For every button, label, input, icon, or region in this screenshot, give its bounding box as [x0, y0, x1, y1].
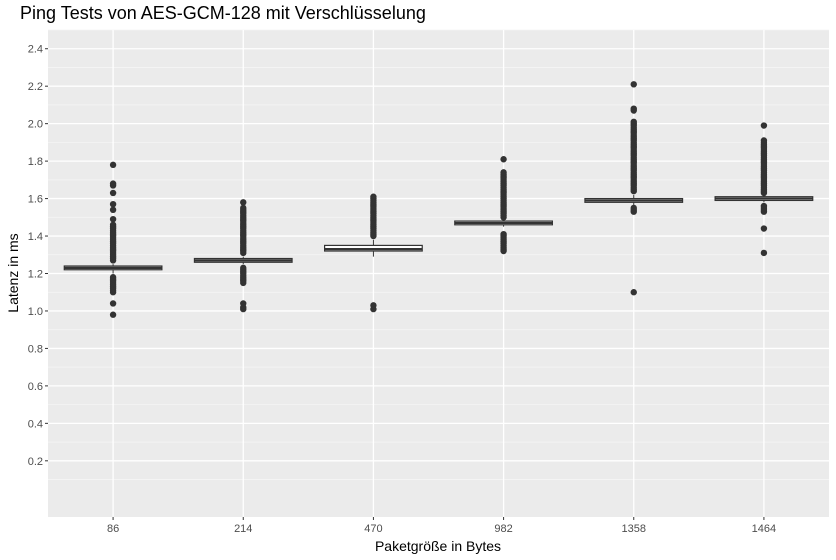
outlier-point: [370, 193, 377, 200]
y-tick-label: 2.2: [28, 81, 43, 93]
outlier-point: [240, 300, 247, 307]
outlier-point: [630, 289, 637, 296]
outlier-point: [240, 264, 247, 272]
y-tick-label: 1.4: [28, 231, 43, 243]
outlier-point: [500, 230, 507, 238]
outlier-point: [500, 169, 507, 176]
x-tick-label: 982: [494, 523, 512, 535]
y-tick-label: 1.2: [28, 269, 43, 281]
y-tick-label: 0.6: [28, 381, 43, 393]
outlier-point: [109, 161, 117, 169]
box-86: [63, 161, 163, 318]
y-tick-label: 2.4: [28, 44, 43, 56]
y-tick-label: 0.2: [28, 456, 43, 468]
y-tick-label: 1.8: [28, 156, 43, 168]
y-axis-title: Latenz in ms: [5, 233, 21, 312]
outlier-point: [109, 221, 117, 228]
outlier-point: [109, 189, 117, 197]
outlier-point: [240, 199, 247, 206]
x-tick-label: 86: [107, 523, 119, 535]
outlier-point: [760, 122, 768, 129]
x-axis-title: Paketgröße in Bytes: [375, 538, 501, 554]
outlier-point: [760, 225, 768, 232]
outlier-point: [630, 81, 637, 88]
outlier-point: [630, 105, 637, 112]
outlier-point: [109, 311, 117, 318]
box-470: [324, 193, 423, 313]
outlier-point: [370, 302, 377, 309]
y-tick-label: 0.4: [28, 418, 43, 430]
box-982: [454, 156, 553, 255]
y-tick-label: 1.6: [28, 194, 43, 206]
outlier-point: [109, 206, 117, 214]
box-1358: [584, 81, 684, 296]
y-tick-label: 0.8: [28, 343, 43, 355]
outlier-point: [240, 204, 247, 212]
y-tick-label: 2.0: [28, 119, 43, 131]
x-tick-label: 1358: [622, 523, 646, 535]
x-tick-label: 470: [364, 523, 382, 535]
outlier-point: [109, 180, 117, 187]
x-tick-label: 214: [234, 523, 252, 535]
outlier-point: [760, 249, 768, 257]
box-1464: [714, 122, 814, 257]
outlier-point: [109, 300, 117, 307]
x-tick-label: 1464: [752, 523, 776, 535]
y-tick-label: 1.0: [28, 306, 43, 318]
outlier-point: [500, 156, 507, 163]
outlier-point: [760, 137, 768, 144]
outlier-point: [109, 274, 117, 281]
outlier-point: [109, 215, 117, 223]
outlier-point: [630, 118, 637, 125]
box-214: [193, 199, 293, 313]
outlier-point: [109, 200, 117, 208]
chart-title: Ping Tests von AES-GCM-128 mit Verschlüs…: [20, 3, 426, 23]
outlier-point: [760, 202, 768, 210]
outlier-point: [630, 204, 637, 212]
